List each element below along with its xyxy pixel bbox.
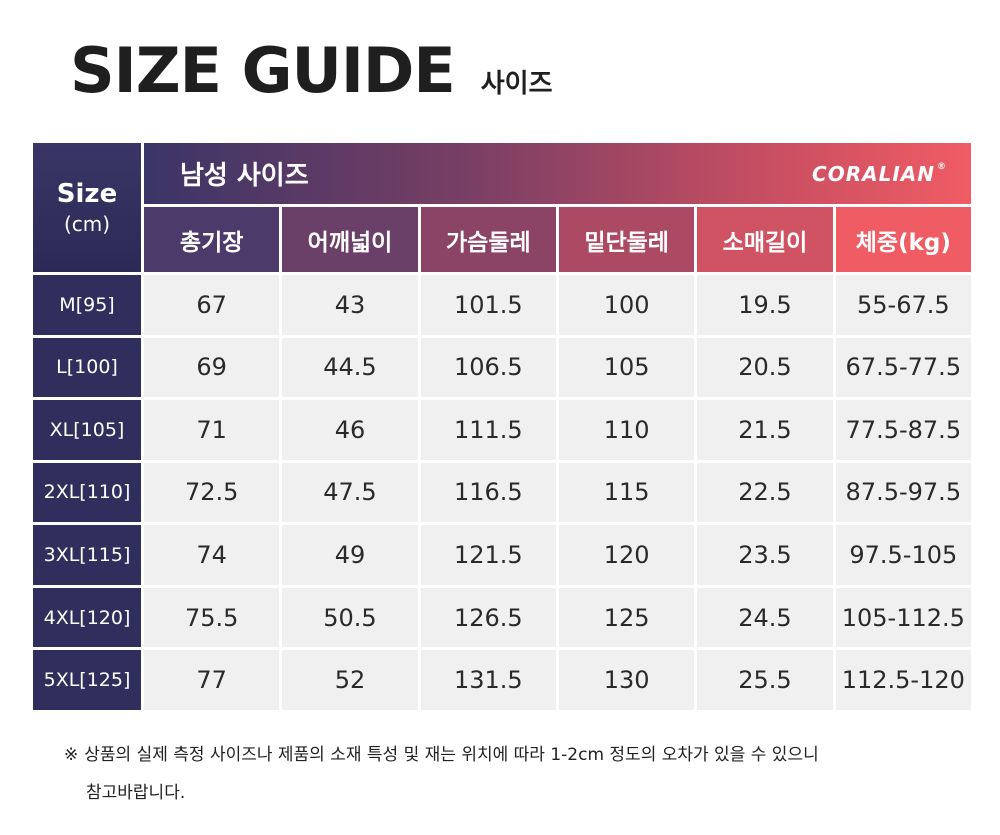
table-cell: 67.5-77.5 xyxy=(835,337,971,398)
table-cell: 67 xyxy=(144,275,280,335)
note-line-1: ※ 상품의 실제 측정 사이즈나 제품의 소재 특성 및 재는 위치에 따라 1-… xyxy=(64,736,964,774)
table-cell: 120 xyxy=(558,525,695,585)
table-cell: 77 xyxy=(144,650,280,710)
table-cell: 126.5 xyxy=(420,587,556,648)
table-cell: 106.5 xyxy=(420,337,556,398)
table-cell: 77.5-87.5 xyxy=(835,400,971,460)
table-cell: 74 xyxy=(144,525,280,585)
brand-registered-mark: ® xyxy=(936,161,947,172)
row-size-label: 3XL[115] xyxy=(33,525,141,585)
table-cell: 49 xyxy=(282,525,418,585)
table-cell: 105-112.5 xyxy=(835,587,971,648)
table-cell: 50.5 xyxy=(282,587,418,648)
page-title: SIZE GUIDE xyxy=(70,34,456,107)
table-cell: 116.5 xyxy=(420,462,556,523)
table-cell: 43 xyxy=(282,275,418,335)
table-cell: 111.5 xyxy=(420,400,556,460)
size-label: Size xyxy=(56,178,118,209)
table-cell: 71 xyxy=(144,400,280,460)
table-cell: 46 xyxy=(282,400,418,460)
table-cell: 121.5 xyxy=(420,525,556,585)
brand-name: CORALIAN xyxy=(812,161,935,186)
row-size-label: L[100] xyxy=(33,337,141,398)
measurement-note: ※ 상품의 실제 측정 사이즈나 제품의 소재 특성 및 재는 위치에 따라 1-… xyxy=(64,736,964,812)
table-cell: 44.5 xyxy=(282,337,418,398)
page-subtitle: 사이즈 xyxy=(480,69,553,99)
row-size-label: 4XL[120] xyxy=(33,587,141,648)
table-cell: 52 xyxy=(282,650,418,710)
col-header-total-length: 총기장 xyxy=(144,207,280,272)
table-cell: 131.5 xyxy=(420,650,556,710)
table-cell: 20.5 xyxy=(697,337,833,398)
row-size-label: 5XL[125] xyxy=(33,650,141,710)
table-cell: 21.5 xyxy=(697,400,833,460)
title-row: SIZE GUIDE 사이즈 xyxy=(70,40,553,102)
table-cell: 115 xyxy=(558,462,695,523)
size-column-header: Size (cm) xyxy=(33,143,141,272)
table-cell: 105 xyxy=(558,337,695,398)
row-size-label: 2XL[110] xyxy=(33,462,141,523)
table-cell: 101.5 xyxy=(420,275,556,335)
table-cell: 47.5 xyxy=(282,462,418,523)
table-cell: 55-67.5 xyxy=(835,275,971,335)
table-banner: 남성 사이즈 CORALIAN ® xyxy=(144,143,971,204)
table-cell: 100 xyxy=(558,275,695,335)
note-mark: ※ xyxy=(64,745,79,765)
size-table: Size (cm) 남성 사이즈 CORALIAN ® 총기장 어깨넓이 가슴둘… xyxy=(33,143,971,710)
row-size-label: M[95] xyxy=(33,275,141,335)
table-cell: 87.5-97.5 xyxy=(835,462,971,523)
table-cell: 75.5 xyxy=(144,587,280,648)
table-cell: 112.5-120 xyxy=(835,650,971,710)
table-cell: 110 xyxy=(558,400,695,460)
col-header-shoulder: 어깨넓이 xyxy=(282,207,418,272)
row-size-label: XL[105] xyxy=(33,400,141,460)
size-unit: (cm) xyxy=(63,212,111,237)
table-cell: 25.5 xyxy=(697,650,833,710)
brand-logo: CORALIAN ® xyxy=(812,162,947,186)
table-cell: 23.5 xyxy=(697,525,833,585)
table-cell: 72.5 xyxy=(144,462,280,523)
table-cell: 130 xyxy=(558,650,695,710)
col-header-hem: 밑단둘레 xyxy=(558,207,695,272)
col-header-weight: 체중(kg) xyxy=(835,207,971,272)
table-cell: 22.5 xyxy=(697,462,833,523)
col-header-sleeve: 소매길이 xyxy=(697,207,833,272)
table-cell: 97.5-105 xyxy=(835,525,971,585)
table-cell: 69 xyxy=(144,337,280,398)
note-text-1: 상품의 실제 측정 사이즈나 제품의 소재 특성 및 재는 위치에 따라 1-2… xyxy=(84,745,819,765)
note-line-2: 참고바랍니다. xyxy=(86,783,186,803)
table-cell: 19.5 xyxy=(697,275,833,335)
banner-title: 남성 사이즈 xyxy=(180,161,309,191)
col-header-chest: 가슴둘레 xyxy=(420,207,556,272)
table-cell: 24.5 xyxy=(697,587,833,648)
table-cell: 125 xyxy=(558,587,695,648)
